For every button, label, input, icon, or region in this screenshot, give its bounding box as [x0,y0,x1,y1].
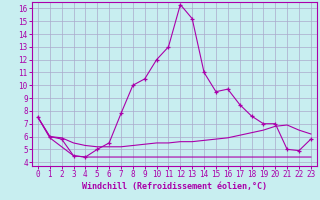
X-axis label: Windchill (Refroidissement éolien,°C): Windchill (Refroidissement éolien,°C) [82,182,267,191]
